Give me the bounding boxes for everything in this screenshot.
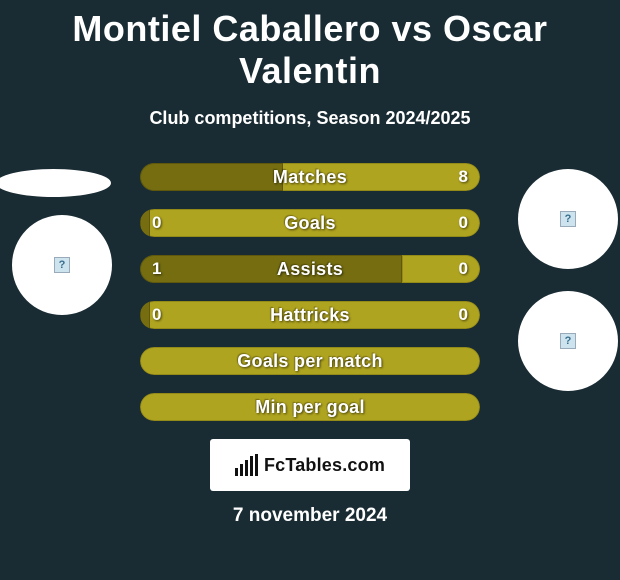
bars-icon: [235, 454, 258, 476]
stat-value-right: 0: [459, 213, 468, 233]
logo-text: FcTables.com: [264, 455, 385, 476]
stat-row: 1 0 Assists: [140, 255, 480, 283]
stat-row: Goals per match: [140, 347, 480, 375]
stat-row: Min per goal: [140, 393, 480, 421]
placeholder-icon: [560, 333, 576, 349]
stat-label: Assists: [277, 259, 343, 280]
stat-label: Min per goal: [255, 397, 365, 418]
stat-label: Hattricks: [270, 305, 350, 326]
avatar-ellipse: [0, 169, 111, 197]
stat-row: 0 0 Goals: [140, 209, 480, 237]
stat-label: Goals per match: [237, 351, 383, 372]
stat-value-right: 0: [459, 259, 468, 279]
avatar-circle: [12, 215, 112, 315]
stat-value-left: 0: [152, 213, 161, 233]
stat-row: 0 0 Hattricks: [140, 301, 480, 329]
stat-row: 8 Matches: [140, 163, 480, 191]
fctables-logo: FcTables.com: [210, 439, 410, 491]
stats-area: 8 Matches 0 0 Goals 1 0 Assists 0 0 Hattricks Goals…: [0, 163, 620, 527]
avatar-circle: [518, 169, 618, 269]
page-title: Montiel Caballero vs Oscar Valentin: [0, 0, 620, 92]
stat-value-right: 0: [459, 305, 468, 325]
stat-label: Goals: [284, 213, 336, 234]
placeholder-icon: [54, 257, 70, 273]
page-subtitle: Club competitions, Season 2024/2025: [0, 108, 620, 129]
stat-value-left: 1: [152, 259, 161, 279]
stat-value-left: 0: [152, 305, 161, 325]
stat-label: Matches: [273, 167, 347, 188]
right-avatar-column: [504, 163, 620, 527]
left-avatar-column: [0, 163, 116, 527]
date-label: 7 november 2024: [0, 505, 620, 527]
placeholder-icon: [560, 211, 576, 227]
stat-value-right: 8: [459, 167, 468, 187]
stat-bars-container: 8 Matches 0 0 Goals 1 0 Assists 0 0 Hattricks Goals…: [140, 163, 480, 421]
avatar-circle: [518, 291, 618, 391]
